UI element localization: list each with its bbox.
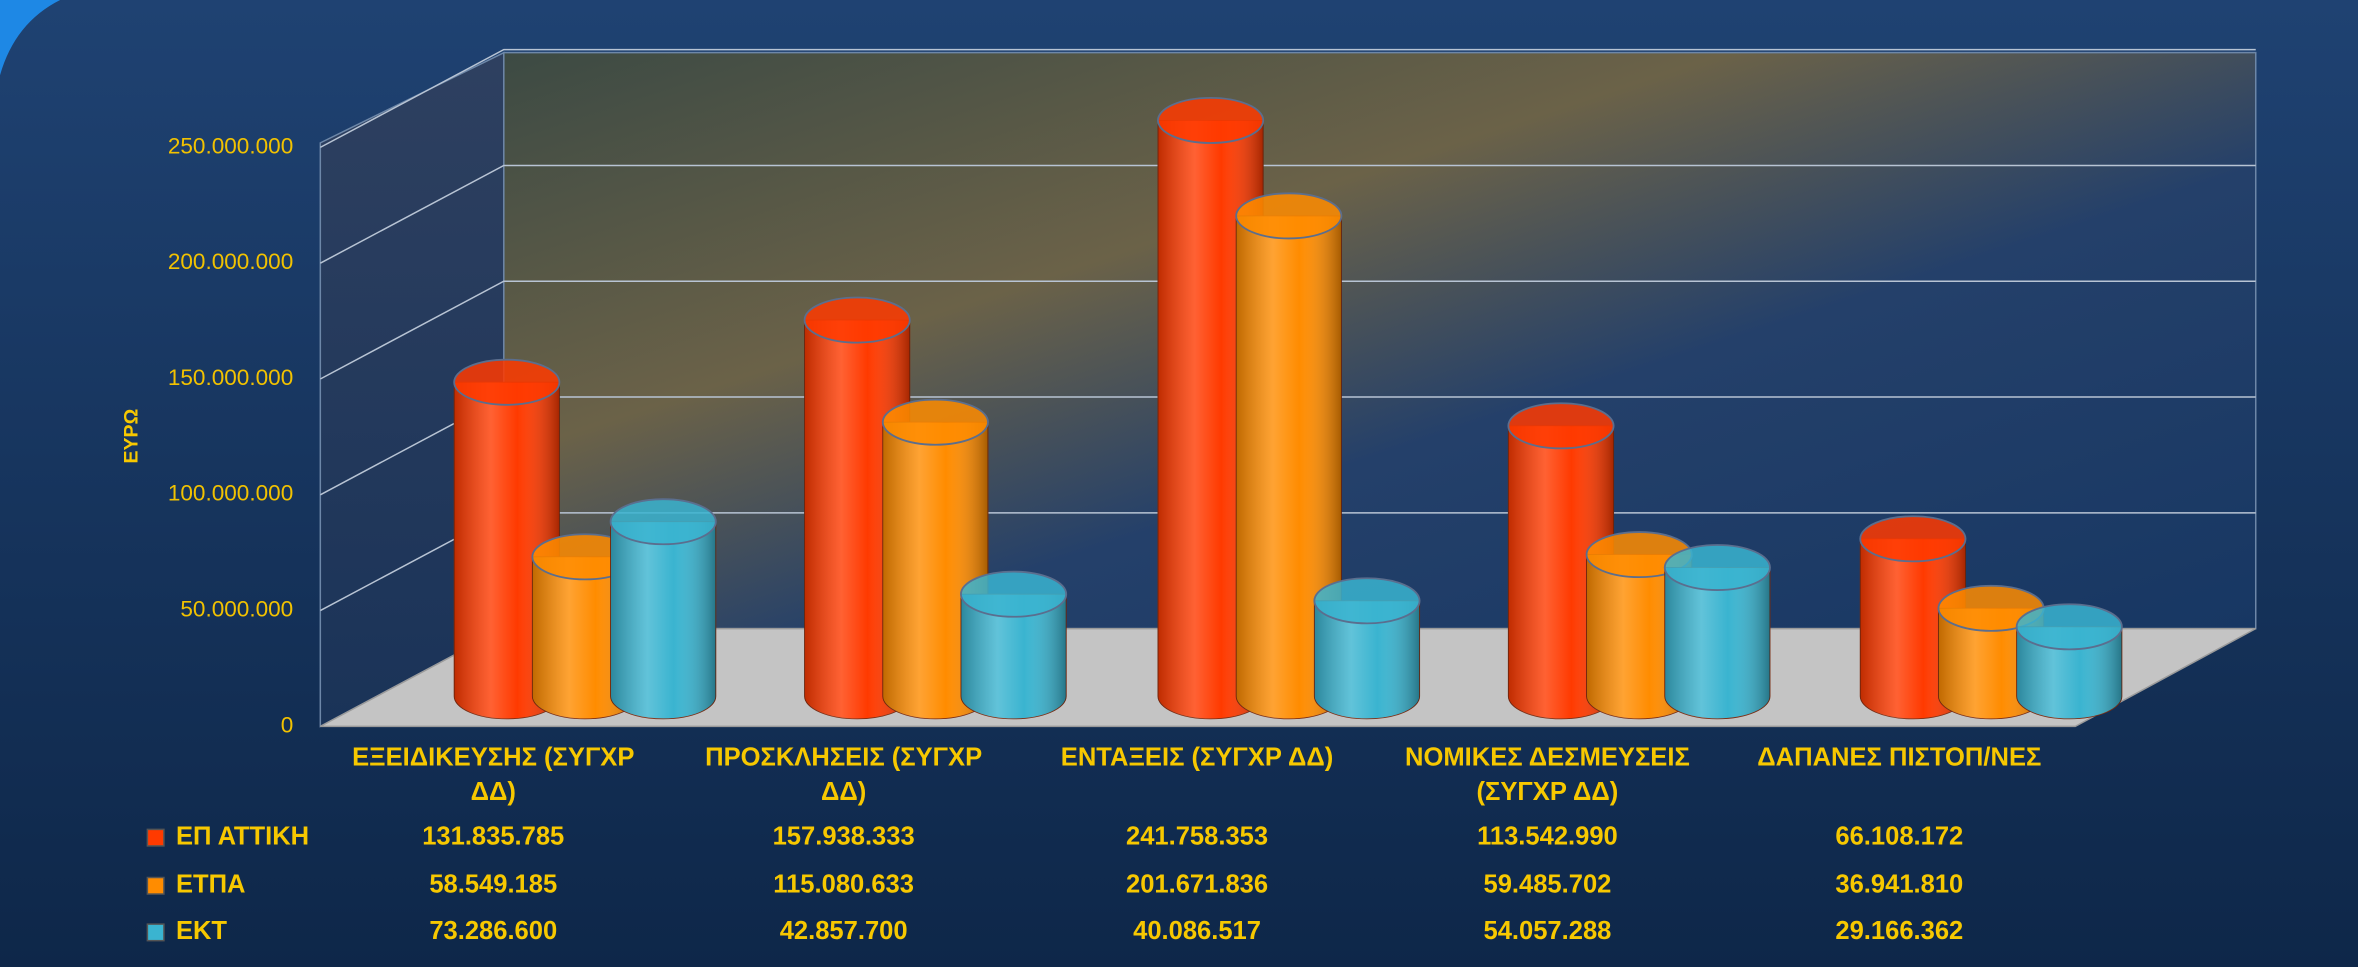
x-tick-label: ΠΡΟΣΚΛΗΣΕΙΣ (ΣΥΓΧΡ ΔΔ) xyxy=(705,742,983,807)
table-value: 241.758.353 xyxy=(1126,822,1268,850)
cylinder-shade xyxy=(960,594,1067,719)
legend-swatch xyxy=(146,876,165,895)
cylinder-top xyxy=(2015,603,2123,651)
table-value: 131.835.785 xyxy=(422,822,564,850)
table-value: 40.086.517 xyxy=(1133,917,1261,945)
cylinder-top xyxy=(1313,577,1421,625)
grid-line xyxy=(319,48,2256,149)
corner-decoration xyxy=(0,0,61,76)
table-value: 59.485.702 xyxy=(1484,871,1612,899)
table-value: 157.938.333 xyxy=(773,822,915,850)
cylinder xyxy=(1235,192,1343,720)
cylinder xyxy=(1663,544,1771,720)
cylinder xyxy=(609,498,717,720)
cylinder xyxy=(2015,603,2123,720)
y-tick-label: 100.000.000 xyxy=(168,481,293,506)
table-value: 42.857.700 xyxy=(780,917,908,945)
cylinder-shade xyxy=(2016,626,2122,719)
cylinder-top xyxy=(1235,192,1343,240)
legend-swatch xyxy=(146,828,165,847)
table-value: 29.166.362 xyxy=(1835,917,1963,945)
cylinder-top xyxy=(803,296,911,344)
cylinder-top xyxy=(609,498,717,546)
cylinder-top xyxy=(1859,515,1967,563)
cylinder-top xyxy=(1507,402,1615,450)
table-value: 58.549.185 xyxy=(429,871,557,899)
table-value: 201.671.836 xyxy=(1126,871,1268,899)
cylinder-top xyxy=(453,358,561,406)
cylinder-shade xyxy=(1314,600,1420,719)
y-tick-label: 250.000.000 xyxy=(168,133,293,158)
back-wall xyxy=(503,51,2257,630)
legend-label: ΕΤΠΑ xyxy=(176,871,246,899)
grid-line xyxy=(319,164,2256,264)
y-tick-label: 150.000.000 xyxy=(168,365,293,390)
legend-label: ΕΚΤ xyxy=(176,917,227,945)
cylinder-top xyxy=(1157,96,1265,144)
legend-label: ΕΠ ΑΤΤΙΚΗ xyxy=(176,822,309,850)
x-tick-label-box: ΠΡΟΣΚΛΗΣΕΙΣ (ΣΥΓΧΡ ΔΔ) xyxy=(705,742,983,807)
x-tick-label-box: ΕΞΕΙΔΙΚΕΥΣΗΣ (ΣΥΓΧΡ ΔΔ) xyxy=(352,742,635,807)
cylinder-top xyxy=(881,398,989,446)
y-tick-label: 0 xyxy=(281,712,294,737)
table-value: 54.057.288 xyxy=(1484,917,1612,945)
cylinder-top xyxy=(1663,544,1771,591)
y-axis-title: ΕΥΡΩ xyxy=(120,409,142,464)
x-tick-label: ΕΝΤΑΞΕΙΣ (ΣΥΓΧΡ ΔΔ) xyxy=(1060,742,1334,772)
y-tick-label: 200.000.000 xyxy=(168,249,293,274)
data-table: ΕΞΕΙΔΙΚΕΥΣΗΣ (ΣΥΓΧΡ ΔΔ) ΠΡΟΣΚΛΗΣΕΙΣ (ΣΥΓΧ… xyxy=(146,742,2042,945)
y-tick-label: 50.000.000 xyxy=(180,597,293,622)
table-value: 115.080.633 xyxy=(773,871,914,899)
x-tick-label: ΕΞΕΙΔΙΚΕΥΣΗΣ (ΣΥΓΧΡ ΔΔ) xyxy=(352,742,635,807)
cylinder xyxy=(960,570,1068,720)
table-value: 113.542.990 xyxy=(1477,822,1618,850)
table-value: 36.941.810 xyxy=(1835,871,1963,899)
cylinder-top xyxy=(960,570,1068,618)
cylinder-shade xyxy=(610,521,716,719)
bars xyxy=(453,96,2123,720)
table-value: 66.108.172 xyxy=(1835,822,1963,850)
cylinder xyxy=(1313,577,1421,720)
x-tick-label-box: ΔΑΠΑΝΕΣ ΠΙΣΤΟΠ/ΝΕΣ xyxy=(1757,742,2042,772)
cylinder-shade xyxy=(1664,567,1771,719)
x-tick-label: ΝΟΜΙΚΕΣ ΔΕΣΜΕΥΣΕΙΣ (ΣΥΓΧΡ ΔΔ) xyxy=(1405,742,1690,807)
x-tick-label: ΔΑΠΑΝΕΣ ΠΙΣΤΟΠ/ΝΕΣ xyxy=(1757,742,2042,772)
cylinder-shade xyxy=(1236,215,1342,719)
legend-swatch xyxy=(146,923,165,942)
x-tick-label-box: ΕΝΤΑΞΕΙΣ (ΣΥΓΧΡ ΔΔ) xyxy=(1060,742,1334,772)
x-tick-label-box: ΝΟΜΙΚΕΣ ΔΕΣΜΕΥΣΕΙΣ (ΣΥΓΧΡ ΔΔ) xyxy=(1405,742,1690,807)
grid-line xyxy=(319,280,2256,380)
table-value: 73.286.600 xyxy=(429,917,557,945)
